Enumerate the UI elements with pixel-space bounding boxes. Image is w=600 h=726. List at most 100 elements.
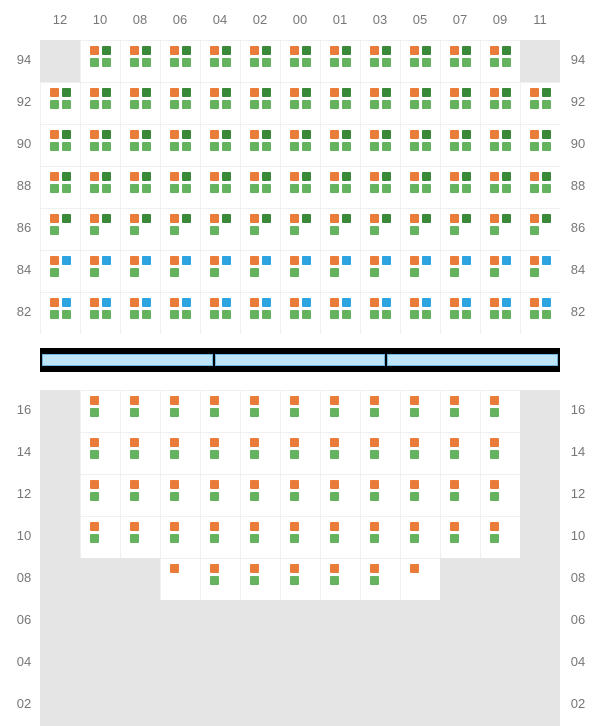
grid-cell (320, 166, 360, 208)
marker-orange (90, 214, 99, 223)
grid-cell (120, 474, 160, 516)
grid-cell (160, 208, 200, 250)
row-label: 04 (566, 654, 590, 669)
marker-orange (210, 438, 219, 447)
marker-orange (250, 522, 259, 531)
row-label: 94 (12, 52, 36, 67)
marker-dark_green (62, 172, 71, 181)
marker-green (330, 408, 339, 417)
marker-dark_green (302, 172, 311, 181)
marker-green (290, 310, 299, 319)
marker-dark_green (262, 214, 271, 223)
marker-green (222, 142, 231, 151)
marker-orange (410, 46, 419, 55)
marker-orange (530, 298, 539, 307)
grid-cell (280, 250, 320, 292)
grid-cell (240, 474, 280, 516)
row-label: 08 (12, 570, 36, 585)
marker-orange (130, 522, 139, 531)
marker-green (422, 100, 431, 109)
marker-green (290, 268, 299, 277)
marker-dark_green (542, 172, 551, 181)
grid-cell (320, 82, 360, 124)
marker-blue (382, 298, 391, 307)
marker-blue (142, 298, 151, 307)
marker-green (210, 58, 219, 67)
grid-cell (280, 474, 320, 516)
marker-green (90, 268, 99, 277)
marker-dark_green (422, 46, 431, 55)
marker-green (102, 310, 111, 319)
marker-orange (290, 480, 299, 489)
marker-dark_green (342, 46, 351, 55)
column-label: 08 (120, 12, 160, 27)
marker-orange (450, 46, 459, 55)
marker-blue (62, 256, 71, 265)
marker-orange (210, 522, 219, 531)
marker-dark_green (382, 46, 391, 55)
marker-dark_green (302, 214, 311, 223)
grid-cell (80, 432, 120, 474)
marker-dark_green (302, 130, 311, 139)
marker-orange (450, 88, 459, 97)
marker-orange (130, 256, 139, 265)
marker-orange (330, 46, 339, 55)
marker-green (462, 310, 471, 319)
grid-cell (280, 208, 320, 250)
grid-cell (320, 292, 360, 334)
row-label: 86 (12, 220, 36, 235)
row-label: 12 (566, 486, 590, 501)
grid-cell (440, 432, 480, 474)
row-label: 88 (12, 178, 36, 193)
marker-green (50, 268, 59, 277)
grid-cell (280, 124, 320, 166)
grid-cell (400, 432, 440, 474)
marker-orange (370, 88, 379, 97)
marker-dark_green (262, 130, 271, 139)
marker-green (302, 184, 311, 193)
marker-orange (170, 522, 179, 531)
marker-orange (250, 396, 259, 405)
marker-green (50, 142, 59, 151)
grid-cell (440, 390, 480, 432)
marker-dark_green (182, 46, 191, 55)
grid-cell (360, 474, 400, 516)
grid-cell (480, 390, 520, 432)
marker-orange (290, 564, 299, 573)
marker-blue (182, 298, 191, 307)
marker-orange (130, 298, 139, 307)
marker-green (170, 450, 179, 459)
divider-bar (40, 348, 560, 372)
grid-cell (240, 516, 280, 558)
marker-orange (370, 564, 379, 573)
marker-green (262, 310, 271, 319)
marker-green (370, 450, 379, 459)
marker-green (250, 492, 259, 501)
marker-orange (490, 298, 499, 307)
marker-dark_green (502, 130, 511, 139)
grid-cell (480, 250, 520, 292)
grid-cell (520, 124, 560, 166)
marker-green (450, 184, 459, 193)
grid-cell (120, 250, 160, 292)
grid-cell (320, 432, 360, 474)
row-label: 82 (12, 304, 36, 319)
marker-orange (530, 130, 539, 139)
marker-blue (142, 256, 151, 265)
marker-dark_green (382, 130, 391, 139)
column-label: 06 (160, 12, 200, 27)
marker-orange (450, 172, 459, 181)
marker-green (222, 58, 231, 67)
marker-green (210, 100, 219, 109)
marker-orange (50, 298, 59, 307)
grid-cell (520, 166, 560, 208)
marker-green (250, 576, 259, 585)
marker-green (290, 534, 299, 543)
marker-green (530, 310, 539, 319)
marker-orange (410, 214, 419, 223)
grid-cell (200, 474, 240, 516)
marker-green (410, 450, 419, 459)
marker-orange (370, 396, 379, 405)
row-label: 04 (12, 654, 36, 669)
bottom-grid-panel (40, 390, 560, 726)
